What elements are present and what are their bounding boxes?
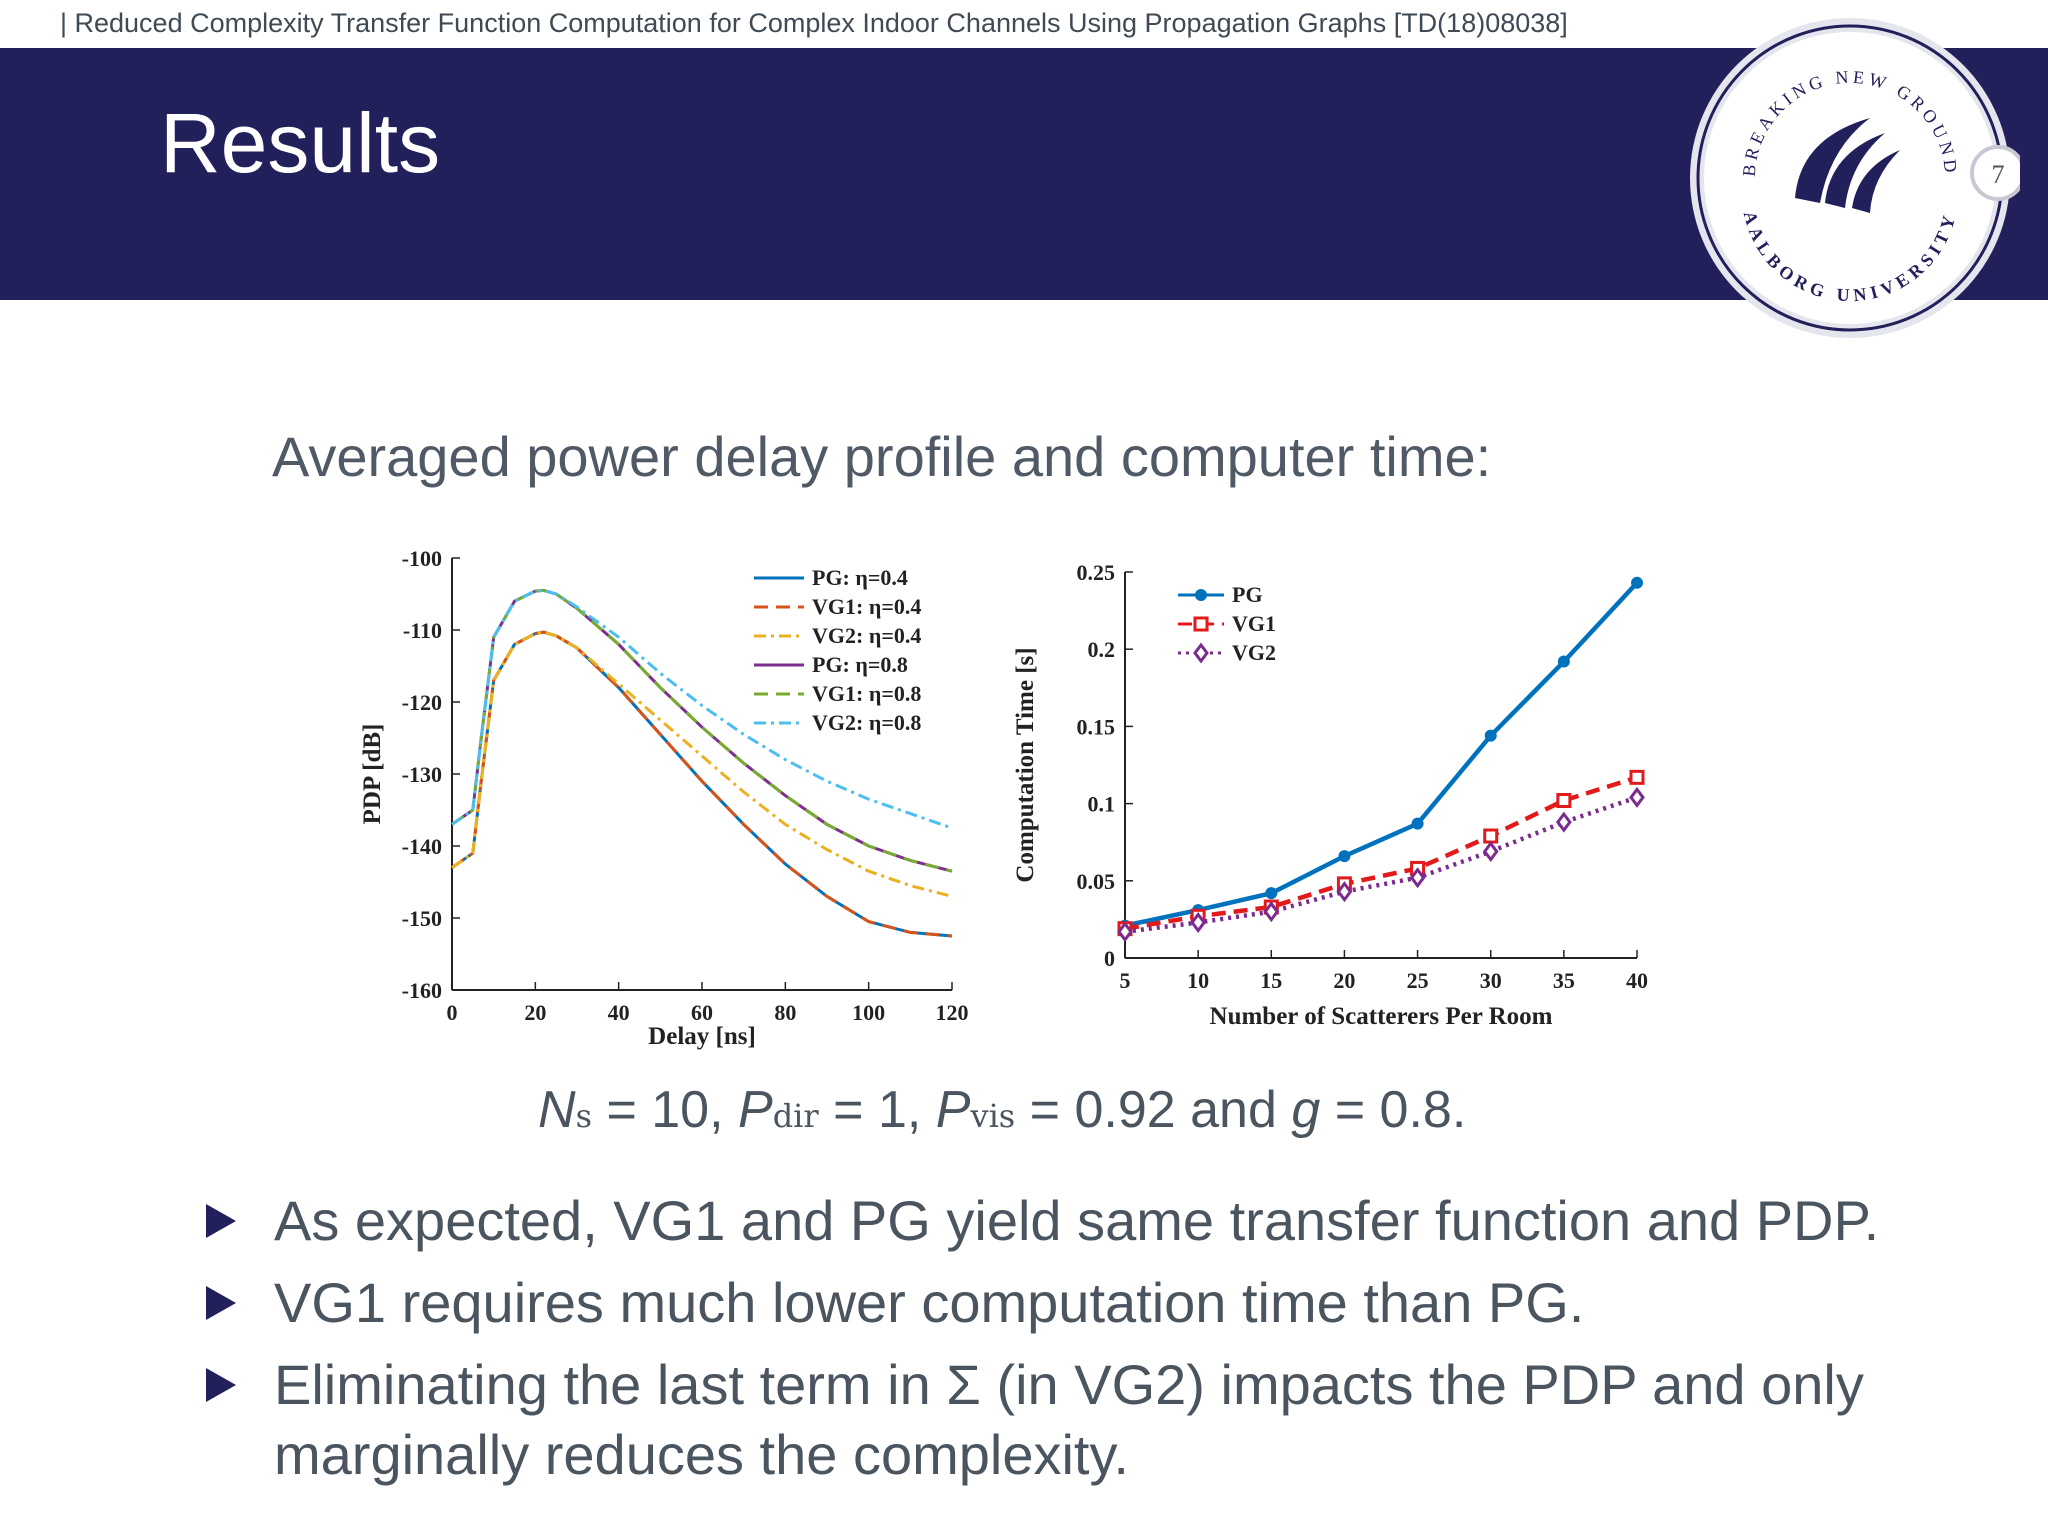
pdp-chart: 0 20 40 60 80 100 120 -100 -110 -120 -130 -140 -150 -…: [359, 546, 969, 1050]
x-tick-label: 80: [774, 1000, 796, 1025]
series-line: [451, 630, 953, 898]
bullet-arrow-icon: [206, 1368, 236, 1402]
x-tick-label: 0: [447, 1000, 458, 1025]
series-line: [1124, 581, 1639, 928]
x-tick-label: 20: [524, 1000, 546, 1025]
x-tick-label: 25: [1407, 968, 1429, 993]
x-tick-label: 60: [691, 1000, 713, 1025]
pvis-subscript: vis: [970, 1097, 1016, 1135]
data-point: [1629, 769, 1645, 785]
legend-label: VG2: η=0.8: [812, 710, 921, 735]
legend-label: VG2: η=0.4: [812, 623, 921, 648]
data-point: [1411, 817, 1424, 830]
y-axis-label: PDP [dB]: [359, 724, 386, 825]
legend-marker: [1193, 642, 1209, 664]
y-tick-label: 0.05: [1077, 869, 1116, 894]
legend-marker: [1195, 589, 1207, 601]
data-point: [1263, 901, 1280, 923]
y-tick-label: -150: [402, 906, 442, 931]
legend-marker: [1193, 616, 1209, 632]
legend-label: PG: η=0.8: [812, 652, 908, 677]
ns-value: = 10,: [606, 1081, 724, 1139]
x-tick-label: 15: [1260, 968, 1282, 993]
computation-time-chart: 5 10 15 20 25 30 35 40 0 0.05 0.1 0.15 0.2 0.25 Number…: [1012, 560, 1648, 1030]
y-tick-label: -100: [402, 546, 442, 571]
g-value: = 0.8.: [1334, 1081, 1467, 1139]
data-point: [1117, 921, 1133, 943]
x-tick-label: 30: [1480, 968, 1502, 993]
x-tick-label: 100: [852, 1000, 885, 1025]
bullet-arrow-icon: [206, 1204, 236, 1238]
bullet-item: VG1 requires much lower computation time…: [200, 1268, 1980, 1338]
aalborg-university-logo: BREAKING NEW GROUND AALBORG UNIVERSITY 7: [1690, 18, 2020, 338]
data-point: [1557, 655, 1570, 668]
data-point: [1336, 881, 1353, 903]
legend-label: VG1: η=0.8: [812, 681, 921, 706]
series-line: [451, 630, 953, 938]
y-axis-label: Computation Time [s]: [1012, 647, 1039, 882]
x-tick-label: 120: [936, 1000, 969, 1025]
data-point: [1338, 850, 1351, 863]
series-line: [451, 588, 953, 830]
legend-label: VG2: [1232, 640, 1276, 665]
page-number: 7: [1992, 160, 2005, 189]
data-point: [1190, 911, 1207, 933]
y-tick-label: 0.2: [1088, 637, 1116, 662]
bullet-text: As expected, VG1 and PG yield same trans…: [274, 1189, 1880, 1252]
slide-title: Results: [160, 96, 441, 190]
y-tick-label: -160: [402, 978, 442, 1003]
legend-label: VG1: η=0.4: [812, 594, 921, 619]
pvis-symbol: P: [935, 1081, 971, 1139]
legend-label: PG: [1232, 582, 1263, 607]
series-line: [1124, 795, 1638, 935]
results-figure: 0 20 40 60 80 100 120-100-110-120-130-140-150-…: [359, 546, 1648, 1050]
data-point: [1484, 729, 1497, 742]
y-tick-label: 0.1: [1088, 792, 1116, 817]
x-axis-label: Number of Scatterers Per Room: [1210, 1003, 1553, 1030]
series-line: [451, 630, 953, 938]
y-tick-label: -120: [402, 690, 442, 715]
y-tick-label: 0: [1104, 946, 1115, 971]
waves-emblem-icon: [1795, 118, 1900, 213]
data-point: [1265, 887, 1278, 900]
data-point: [1629, 786, 1645, 808]
x-tick-label: 40: [1626, 968, 1648, 993]
legend-label: VG1: [1232, 611, 1276, 636]
bullet-list: As expected, VG1 and PG yield same trans…: [200, 1186, 1980, 1502]
data-point: [1556, 793, 1572, 809]
parameter-line: Ns = 10, Pdir = 1, Pvis = 0.92 and g = 0…: [538, 1080, 1466, 1140]
pdir-value: = 1,: [833, 1081, 922, 1139]
bullet-arrow-icon: [206, 1286, 236, 1320]
y-tick-label: -110: [403, 618, 442, 643]
y-tick-label: 0.25: [1077, 560, 1116, 585]
data-point: [1409, 867, 1426, 889]
pvis-value: = 0.92 and: [1029, 1081, 1277, 1139]
ns-subscript: s: [575, 1097, 592, 1135]
x-axis-label: Delay [ns]: [648, 1023, 756, 1050]
x-tick-label: 35: [1553, 968, 1575, 993]
bullet-item: As expected, VG1 and PG yield same trans…: [200, 1186, 1980, 1256]
running-title: | Reduced Complexity Transfer Function C…: [60, 8, 1568, 38]
y-tick-label: -140: [402, 834, 442, 859]
y-tick-label: -130: [402, 762, 442, 787]
section-subtitle: Averaged power delay profile and compute…: [272, 425, 1492, 488]
x-tick-label: 20: [1333, 968, 1355, 993]
bullet-text: Eliminating the last term in Σ (in VG2) …: [274, 1353, 1864, 1486]
legend-label: PG: η=0.4: [812, 565, 908, 590]
bullet-text: VG1 requires much lower computation time…: [274, 1271, 1585, 1334]
y-tick-label: 0.15: [1077, 714, 1116, 739]
series-line: [1124, 775, 1638, 931]
data-point: [1555, 811, 1572, 833]
data-point: [1483, 828, 1499, 844]
ns-symbol: N: [538, 1081, 576, 1139]
data-point: [1482, 840, 1499, 862]
pdir-symbol: P: [738, 1081, 773, 1139]
x-tick-label: 5: [1120, 968, 1131, 993]
data-point: [1631, 576, 1643, 589]
x-tick-label: 40: [608, 1000, 630, 1025]
pdir-subscript: dir: [772, 1097, 819, 1135]
bullet-item: Eliminating the last term in Σ (in VG2) …: [200, 1350, 1980, 1490]
g-symbol: g: [1291, 1081, 1321, 1139]
x-tick-label: 10: [1187, 968, 1209, 993]
